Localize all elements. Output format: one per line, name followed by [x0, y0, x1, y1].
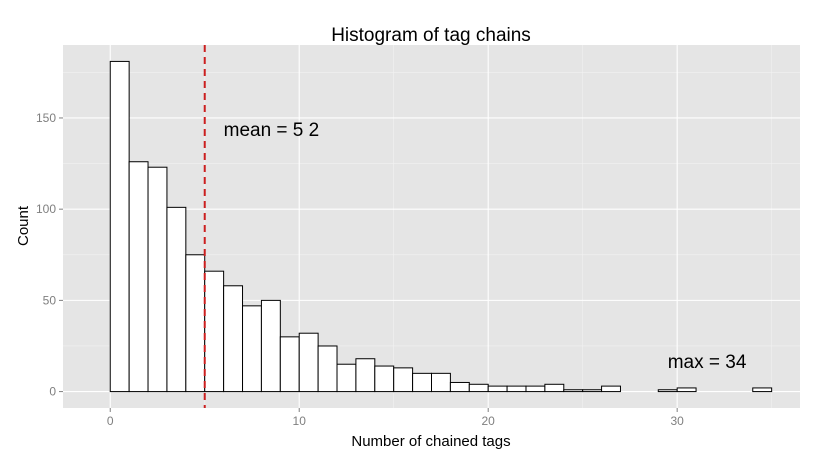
y-tick-label: 150 [36, 111, 56, 125]
histogram-bar [166, 206, 187, 393]
histogram-bar [185, 254, 206, 393]
y-tick-label: 100 [36, 202, 56, 216]
histogram-bar [260, 299, 281, 393]
mean-annotation: mean = 5 2 [224, 120, 320, 141]
y-tick-label: 50 [43, 293, 57, 307]
histogram-bar [336, 363, 357, 393]
max-annotation: max = 34 [668, 352, 747, 373]
histogram-bar [601, 385, 621, 393]
histogram-bar [676, 387, 697, 393]
x-axis-ticks: 0 10 20 30 [107, 408, 684, 428]
histogram-bar [657, 389, 678, 393]
histogram-bar [449, 381, 470, 393]
histogram-bar [242, 305, 262, 393]
histogram-bars [109, 60, 773, 393]
histogram-bar [147, 166, 168, 393]
y-axis-title: Count [15, 205, 32, 246]
histogram-bar [468, 383, 489, 393]
histogram-bar [487, 385, 508, 393]
histogram-bar [355, 358, 376, 393]
histogram-bar [128, 161, 149, 393]
histogram-bar [525, 385, 546, 393]
histogram-bar [506, 385, 527, 393]
y-axis-ticks: 0 50 100 150 [36, 111, 63, 399]
x-tick-label: 30 [670, 414, 684, 428]
x-axis-title: Number of chained tags [351, 433, 510, 450]
histogram-bar [544, 383, 565, 393]
histogram-bar [279, 336, 300, 393]
x-tick-label: 0 [107, 414, 114, 428]
histogram-bar [223, 285, 244, 393]
x-tick-label: 20 [482, 414, 496, 428]
histogram-bar [298, 332, 319, 393]
histogram-bar [582, 389, 603, 393]
histogram-bar [109, 60, 130, 393]
histogram-bar [317, 345, 338, 393]
histogram-bar [412, 372, 433, 393]
histogram-bar [374, 365, 395, 393]
histogram-bar [752, 387, 773, 393]
histogram-bar [393, 367, 414, 393]
x-tick-label: 10 [293, 414, 307, 428]
histogram-bar [563, 389, 584, 393]
y-tick-label: 0 [49, 385, 56, 399]
histogram-bar [204, 270, 225, 393]
chart-title: Histogram of tag chains [331, 25, 531, 46]
histogram-bar [431, 372, 451, 393]
